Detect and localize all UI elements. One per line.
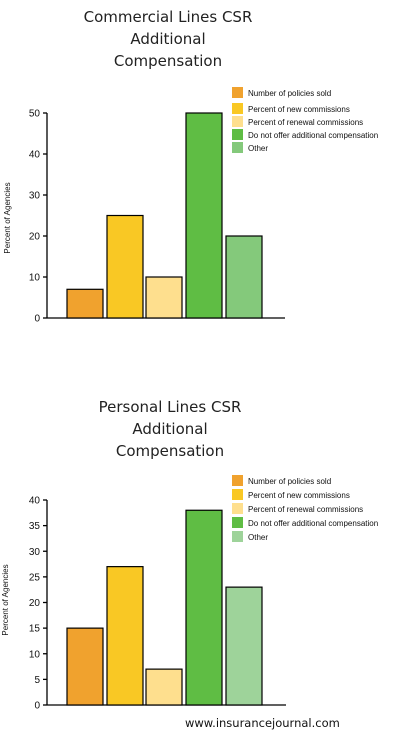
chart2-y-tick-label: 10 <box>29 649 41 660</box>
chart2-title-line-2: Additional <box>132 420 207 438</box>
chart2-bar-2 <box>106 566 144 706</box>
chart2-legend-label-2: Percent of new commissions <box>248 491 350 500</box>
chart1-bar-1 <box>66 288 104 319</box>
chart1-legend-swatch-5 <box>232 142 243 153</box>
chart2-legend-swatch-1 <box>232 475 243 486</box>
chart1-legend-swatch-4 <box>232 129 243 140</box>
chart2-legend-swatch-2 <box>232 489 243 500</box>
chart2-bar-4 <box>185 509 223 706</box>
chart2-y-tick-label: 25 <box>29 572 41 583</box>
chart1-bar-4 <box>185 112 223 319</box>
chart1-title-line-1: Commercial Lines CSR <box>84 8 253 26</box>
chart2-legend-swatch-4 <box>232 517 243 528</box>
chart1-legend-swatch-2 <box>232 103 243 114</box>
chart1-bar-3 <box>145 276 183 319</box>
chart1-y-tick-label: 50 <box>29 109 41 120</box>
footer-source: www.insurancejournal.com <box>185 716 340 730</box>
chart1-legend-label-4: Do not offer additional compensation <box>248 131 378 140</box>
chart2-y-tick-label: 0 <box>34 701 40 712</box>
chart2-y-tick-label: 35 <box>29 521 41 532</box>
chart2-title-line-3: Compensation <box>116 442 224 460</box>
chart1-legend-swatch-3 <box>232 116 243 127</box>
chart2-bar-1 <box>66 627 104 706</box>
chart2-legend-label-3: Percent of renewal commissions <box>248 505 363 514</box>
chart1-y-tick-label: 20 <box>29 232 41 243</box>
chart1-bar-2 <box>106 214 144 319</box>
chart2-y-tick-label: 5 <box>34 675 40 686</box>
chart1-legend-label-3: Percent of renewal commissions <box>248 118 363 127</box>
chart1-title-line-3: Compensation <box>114 52 222 70</box>
chart1-legend-swatch-1 <box>232 87 243 98</box>
chart2-y-tick-label: 40 <box>29 496 41 507</box>
chart1-y-tick-label: 40 <box>29 150 41 161</box>
chart2-y-tick-label: 30 <box>29 547 41 558</box>
chart1-y-tick-label: 10 <box>29 273 41 284</box>
chart1-title-line-2: Additional <box>130 30 205 48</box>
chart1-bar-5 <box>225 235 263 319</box>
chart2-y-tick-label: 20 <box>29 598 41 609</box>
chart1-legend-label-1: Number of policies sold <box>248 89 331 98</box>
chart2-bar-5 <box>225 586 263 706</box>
chart1-y-tick-label: 0 <box>34 314 40 325</box>
chart1-legend-label-2: Percent of new commissions <box>248 105 350 114</box>
chart1-y-axis-label: Percent of Agencies <box>3 182 12 253</box>
chart2-legend-label-4: Do not offer additional compensation <box>248 519 378 528</box>
chart2-y-tick-label: 15 <box>29 624 41 635</box>
chart2-bar-3 <box>145 668 183 706</box>
chart2-title-line-1: Personal Lines CSR <box>99 398 242 416</box>
chart1-y-tick-label: 30 <box>29 191 41 202</box>
chart2-y-axis-label: Percent of Agencies <box>1 564 10 635</box>
chart2-legend-swatch-5 <box>232 531 243 542</box>
chart2-legend-swatch-3 <box>232 503 243 514</box>
chart2-legend-label-5: Other <box>248 533 268 542</box>
chart2-legend-label-1: Number of policies sold <box>248 477 331 486</box>
chart1-legend-label-5: Other <box>248 144 268 153</box>
